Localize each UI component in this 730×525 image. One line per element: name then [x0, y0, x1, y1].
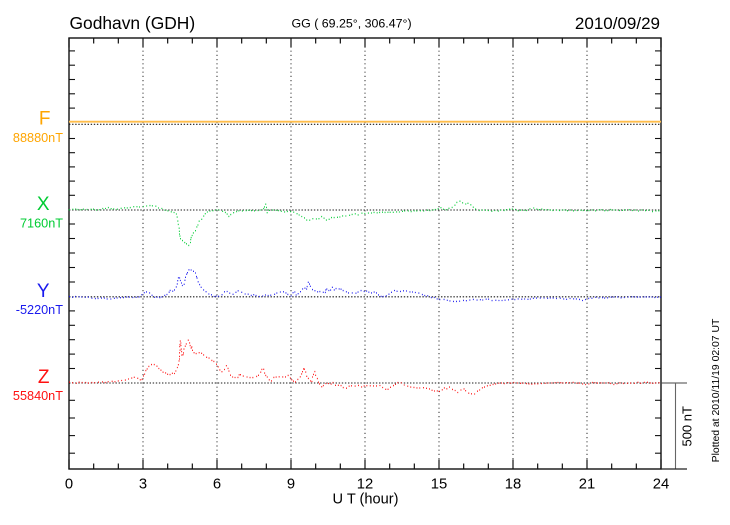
svg-text:U T (hour): U T (hour)	[333, 492, 399, 508]
svg-text:F: F	[39, 108, 51, 129]
svg-text:GG ( 69.25°, 306.47°): GG ( 69.25°, 306.47°)	[292, 17, 412, 31]
svg-text:2010/09/29: 2010/09/29	[575, 14, 660, 33]
svg-text:0: 0	[65, 477, 73, 493]
svg-text:18: 18	[505, 477, 521, 493]
svg-text:Y: Y	[37, 281, 50, 302]
svg-text:15: 15	[431, 477, 447, 493]
svg-text:Godhavn (GDH): Godhavn (GDH)	[70, 13, 196, 33]
svg-text:-5220nT: -5220nT	[16, 303, 64, 317]
svg-text:9: 9	[287, 477, 295, 493]
svg-text:7160nT: 7160nT	[20, 217, 63, 231]
svg-text:21: 21	[579, 477, 595, 493]
svg-text:55840nT: 55840nT	[13, 389, 63, 403]
svg-text:6: 6	[213, 477, 221, 493]
svg-text:3: 3	[139, 477, 147, 493]
svg-text:12: 12	[357, 477, 373, 493]
svg-text:Plotted at 2010/11/19 02:07 UT: Plotted at 2010/11/19 02:07 UT	[711, 318, 722, 462]
svg-text:500 nT: 500 nT	[680, 406, 695, 447]
svg-text:24: 24	[653, 477, 669, 493]
svg-text:X: X	[37, 194, 50, 215]
svg-text:Z: Z	[38, 367, 50, 388]
svg-text:88880nT: 88880nT	[13, 131, 63, 145]
